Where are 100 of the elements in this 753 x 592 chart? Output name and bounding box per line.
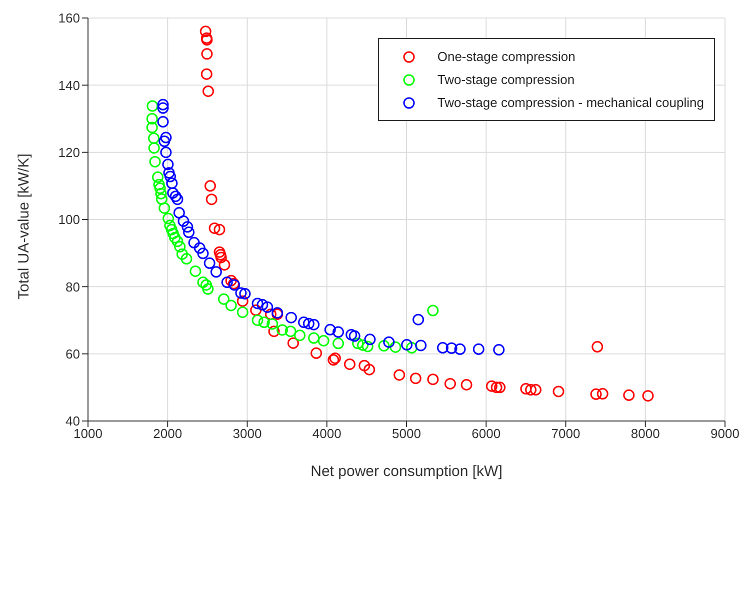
point <box>346 328 358 340</box>
point <box>252 314 264 326</box>
point <box>256 299 268 311</box>
x-axis-title: Net power consumption [kW] <box>310 463 502 480</box>
point <box>623 389 635 401</box>
point <box>148 132 160 144</box>
point <box>412 314 424 326</box>
point <box>204 257 216 269</box>
point <box>642 390 654 402</box>
y-tick-label: 120 <box>58 144 80 160</box>
point <box>149 156 161 168</box>
point <box>162 212 174 224</box>
point <box>332 326 344 338</box>
legend-label: Two-stage compression - mechanical coupling <box>437 95 704 110</box>
point <box>252 298 264 310</box>
point <box>472 343 484 355</box>
point <box>344 358 356 370</box>
point <box>446 342 458 354</box>
point <box>174 240 186 252</box>
y-tick-label: 40 <box>66 414 80 429</box>
point <box>164 170 176 182</box>
point <box>157 98 169 110</box>
point <box>415 340 427 352</box>
point <box>236 306 248 318</box>
point <box>166 224 178 236</box>
point <box>152 171 164 183</box>
point <box>188 236 200 248</box>
point <box>202 283 214 295</box>
point <box>160 146 172 158</box>
y-tick-label: 100 <box>58 212 80 228</box>
point <box>146 113 158 124</box>
point <box>214 224 226 236</box>
point <box>383 336 395 348</box>
point <box>154 182 166 194</box>
point <box>284 326 296 338</box>
point <box>164 220 176 232</box>
point <box>592 341 604 353</box>
point <box>146 100 158 112</box>
point <box>427 374 439 386</box>
point <box>268 326 280 338</box>
point <box>221 276 233 288</box>
x-tick-label: 5000 <box>392 426 421 442</box>
point <box>294 330 306 342</box>
point <box>525 384 537 396</box>
x-tick-label: 2000 <box>153 426 182 442</box>
point <box>162 158 174 170</box>
y-tick-label: 160 <box>58 10 80 26</box>
point <box>264 308 276 320</box>
point <box>427 304 439 316</box>
point <box>202 85 214 97</box>
point <box>204 180 216 192</box>
point <box>201 48 213 60</box>
point <box>214 249 226 261</box>
point <box>190 265 202 277</box>
x-tick-label: 9000 <box>710 426 740 442</box>
y-tick-label: 80 <box>66 279 80 294</box>
x-tick-label: 3000 <box>232 426 262 442</box>
point <box>215 252 227 264</box>
point <box>200 279 212 291</box>
point <box>520 383 532 395</box>
point <box>378 340 390 352</box>
point <box>210 266 222 278</box>
point <box>167 187 179 199</box>
point <box>308 318 320 330</box>
point <box>157 102 169 114</box>
point <box>160 132 172 144</box>
point <box>357 339 369 351</box>
point <box>172 194 184 206</box>
x-tick-label: 6000 <box>472 426 501 442</box>
point <box>364 334 376 346</box>
point <box>225 274 237 286</box>
point <box>250 304 262 316</box>
point <box>401 339 413 351</box>
point <box>197 248 209 260</box>
point <box>276 324 288 336</box>
point <box>258 316 270 328</box>
y-tick-label: 60 <box>66 346 80 362</box>
point <box>156 193 168 205</box>
point <box>362 340 374 352</box>
point <box>173 207 185 219</box>
point <box>206 194 218 206</box>
point <box>490 382 502 394</box>
point <box>218 259 230 271</box>
point <box>332 338 344 350</box>
point <box>180 253 192 265</box>
point <box>158 136 170 147</box>
point <box>208 222 220 234</box>
point <box>590 388 602 400</box>
point <box>178 215 190 227</box>
x-tick-label: 4000 <box>312 426 342 442</box>
point <box>298 316 310 328</box>
point <box>169 232 181 244</box>
point <box>436 342 448 354</box>
point <box>358 360 370 372</box>
point <box>239 288 251 300</box>
point <box>394 369 406 381</box>
point <box>182 221 194 233</box>
point <box>530 384 542 396</box>
point <box>214 246 226 258</box>
point <box>285 312 297 324</box>
